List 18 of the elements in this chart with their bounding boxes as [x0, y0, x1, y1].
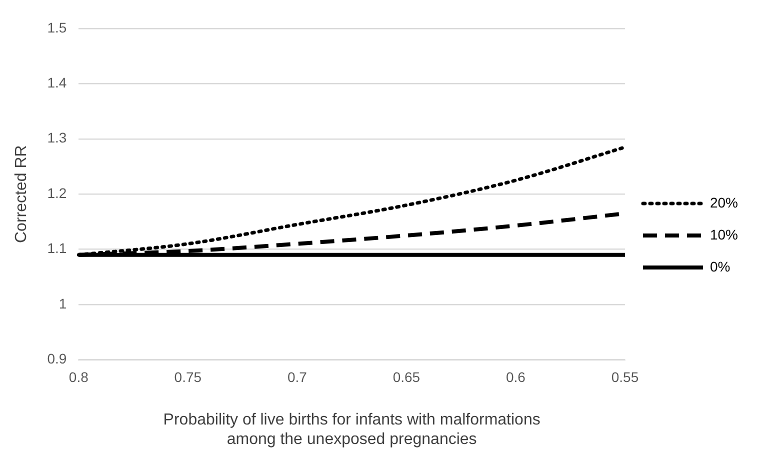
- legend-label: 20%: [710, 194, 738, 210]
- y-tick-label: 1.1: [47, 240, 67, 256]
- x-tick-label: 0.75: [174, 369, 202, 386]
- y-tick-label: 1.4: [47, 74, 67, 90]
- x-axis-title: Probability of live births for infants with malformations among the unexposed pregnancies: [163, 412, 540, 448]
- y-tick-label: 1: [58, 295, 67, 312]
- y-tick-label: 0.9: [47, 350, 67, 367]
- y-tick-label: 1.5: [47, 19, 67, 36]
- y-tick-label: 1.3: [47, 130, 67, 146]
- x-tick-label: 0.7: [287, 369, 308, 386]
- x-tick-label: 0.8: [68, 369, 89, 386]
- x-tick-label: 0.6: [506, 369, 526, 386]
- y-tick-label: 1.2: [47, 184, 67, 201]
- y-axis-title: Corrected RR: [13, 145, 30, 244]
- legend-label: 0%: [710, 258, 730, 274]
- legend-label: 10%: [710, 226, 738, 242]
- x-tick-label: 0.55: [611, 369, 639, 386]
- x-tick-label: 0.65: [392, 369, 420, 386]
